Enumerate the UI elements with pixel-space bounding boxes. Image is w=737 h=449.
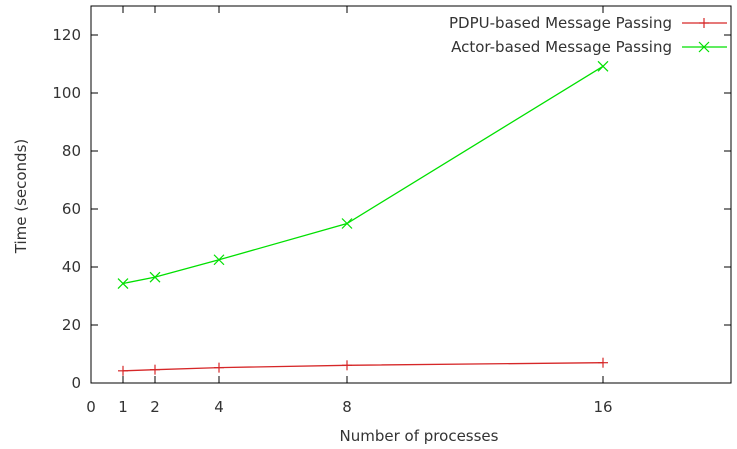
- y-axis-title: Time (seconds): [12, 139, 30, 255]
- data-point: [149, 271, 161, 283]
- x-tick-label: 4: [214, 398, 224, 416]
- legend-marker: [698, 41, 710, 53]
- data-point: [214, 362, 224, 373]
- x-tick-label: 16: [593, 398, 612, 416]
- y-tick-label: 0: [71, 374, 81, 392]
- y-tick-label: 40: [62, 258, 81, 276]
- series-line-1: [122, 362, 604, 372]
- data-point: [150, 364, 160, 375]
- data-point: [598, 357, 608, 368]
- data-point: [117, 278, 129, 289]
- legend-label: PDPU-based Message Passing: [449, 14, 672, 32]
- data-point: [597, 60, 609, 72]
- x-tick-label: 1: [118, 398, 128, 416]
- data-point: [213, 254, 225, 266]
- y-tick-label: 20: [62, 316, 81, 334]
- x-axis-ticks: 0 1 2 4 8 16: [86, 6, 613, 416]
- x-tick-label: 8: [342, 398, 352, 416]
- data-point: [118, 365, 128, 376]
- y-tick-label: 60: [62, 200, 81, 218]
- data-point: [342, 360, 352, 371]
- series-line-2: [122, 65, 604, 285]
- data-point: [341, 218, 353, 229]
- legend-label: Actor-based Message Passing: [451, 38, 672, 56]
- x-tick-label: 0: [86, 398, 96, 416]
- legend-marker: [699, 18, 709, 28]
- x-tick-label: 2: [150, 398, 160, 416]
- y-tick-label: 100: [52, 84, 81, 102]
- y-axis-ticks: 0 20 40 60 80 100 120: [52, 26, 731, 392]
- plot-frame: [90, 5, 732, 384]
- y-tick-label: 80: [62, 142, 81, 160]
- x-axis-title: Number of processes: [340, 427, 499, 445]
- y-tick-label: 120: [52, 26, 81, 44]
- series-layer: [117, 60, 609, 376]
- legend: PDPU-based Message Passing Actor-based Me…: [449, 14, 727, 56]
